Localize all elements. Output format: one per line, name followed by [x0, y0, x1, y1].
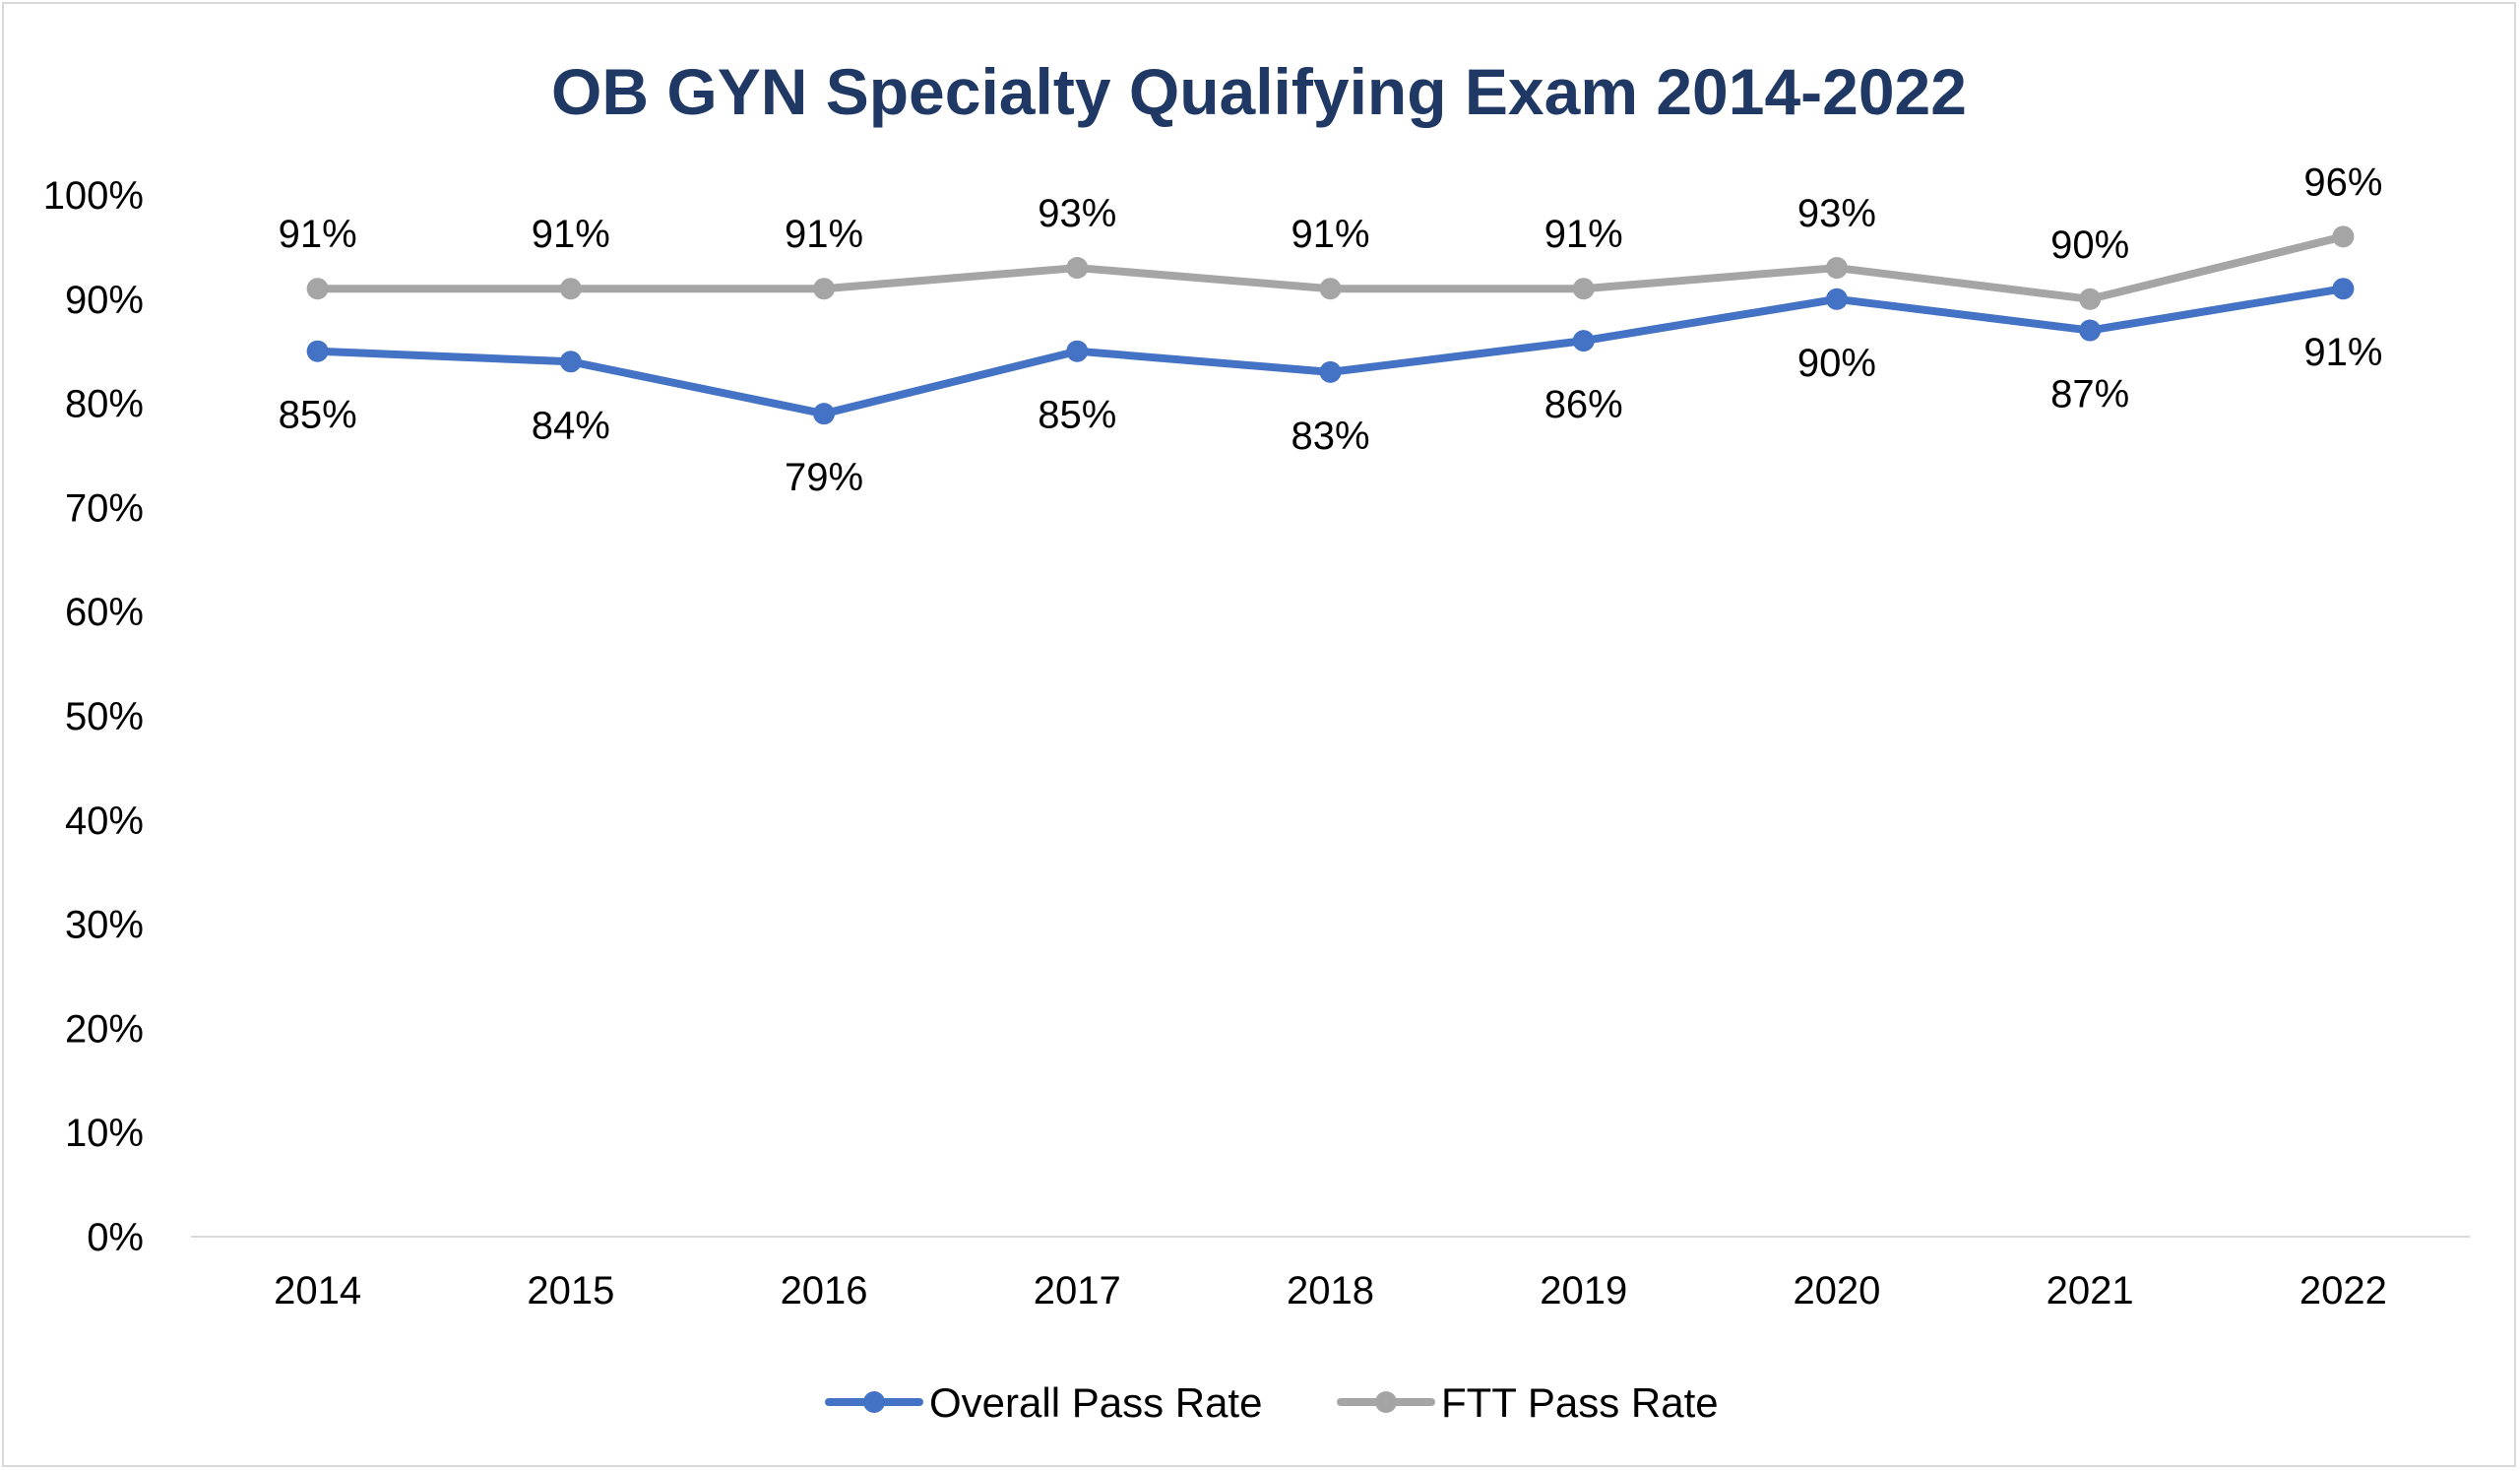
x-tick-label: 2015	[527, 1269, 614, 1312]
data-point	[813, 278, 836, 300]
series-line	[313, 285, 2348, 418]
data-label: 91%	[1544, 213, 1623, 256]
x-tick-label: 2014	[274, 1269, 361, 1312]
data-label: 90%	[1797, 342, 1876, 385]
data-label: 93%	[1797, 192, 1876, 235]
data-label: 91%	[279, 213, 357, 256]
data-point	[1066, 340, 1089, 362]
legend-marker-overall-pass-rate	[863, 1391, 885, 1413]
data-point	[2332, 278, 2355, 300]
data-label: 85%	[1038, 394, 1116, 437]
y-tick-label: 100%	[43, 174, 144, 218]
data-label: 84%	[532, 404, 610, 447]
y-tick-label: 40%	[65, 799, 144, 843]
x-tick-label: 2016	[781, 1269, 868, 1312]
data-point	[1825, 288, 1848, 310]
y-axis-labels: 0% 10% 20% 30% 40% 50% 60% 70% 80% 90% 100%	[43, 174, 144, 1259]
legend-marker-ftt-pass-rate	[1375, 1391, 1397, 1413]
data-point	[1572, 330, 1595, 352]
y-tick-label: 0%	[87, 1216, 144, 1259]
data-point	[1572, 278, 1595, 300]
data-point	[2332, 225, 2355, 248]
chart-title: OB GYN Specialty Qualifying Exam 2014-20…	[551, 55, 1967, 128]
y-tick-label: 50%	[65, 695, 144, 738]
x-tick-label: 2020	[1793, 1269, 1880, 1312]
y-tick-label: 60%	[65, 591, 144, 634]
x-tick-label: 2019	[1540, 1269, 1627, 1312]
data-point	[813, 403, 836, 425]
y-tick-label: 80%	[65, 383, 144, 426]
data-point	[2079, 288, 2102, 310]
series-layer: 91% 91% 91% 93% 91% 91% 93%90%96%85% 84%79%85% 8…	[279, 160, 2383, 499]
data-point	[306, 340, 329, 362]
legend-label-overall-pass-rate: Overall Pass Rate	[929, 1379, 1262, 1426]
data-label: 93%	[1038, 192, 1116, 235]
x-tick-label: 2017	[1034, 1269, 1121, 1312]
data-label: 87%	[2050, 373, 2129, 416]
data-point	[306, 278, 329, 300]
data-point	[1066, 257, 1089, 280]
data-label: 83%	[1291, 415, 1369, 458]
series-ftt-pass-rate: 91% 91% 91% 93% 91% 91% 93% 90% 96%	[279, 160, 2382, 310]
x-tick-label: 2022	[2300, 1269, 2387, 1312]
data-point	[1825, 257, 1848, 280]
y-tick-label: 90%	[65, 279, 144, 322]
y-tick-label: 70%	[65, 486, 144, 530]
data-label: 96%	[2303, 160, 2382, 204]
data-label: 90%	[2050, 224, 2129, 267]
y-tick-label: 30%	[65, 904, 144, 947]
y-tick-label: 20%	[65, 1007, 144, 1051]
x-tick-label: 2018	[1287, 1269, 1374, 1312]
data-label: 85%	[279, 394, 357, 437]
data-label: 91%	[2303, 331, 2382, 374]
x-axis-labels: 2014 2015 2016 2017 2018 2019 2020 2021 2022	[274, 1269, 2387, 1312]
data-label: 86%	[1544, 383, 1623, 426]
legend: Overall Pass Rate FTT Pass Rate	[825, 1379, 1719, 1426]
data-point	[1319, 360, 1342, 383]
series-overall-pass-rate: 85% 84% 79% 85% 83% 86% 90% 87% 91%	[279, 278, 2382, 499]
data-point	[559, 278, 582, 300]
data-label: 79%	[785, 456, 863, 499]
chart-svg: OB GYN Specialty Qualifying Exam 2014-20…	[43, 55, 2470, 1426]
data-label: 91%	[532, 213, 610, 256]
data-point	[559, 351, 582, 373]
x-tick-label: 2021	[2047, 1269, 2134, 1312]
legend-label-ftt-pass-rate: FTT Pass Rate	[1441, 1379, 1719, 1426]
data-point	[1319, 278, 1342, 300]
data-label: 91%	[1291, 213, 1369, 256]
y-tick-label: 10%	[65, 1112, 144, 1155]
data-label: 91%	[785, 213, 863, 256]
data-point	[2079, 319, 2102, 342]
